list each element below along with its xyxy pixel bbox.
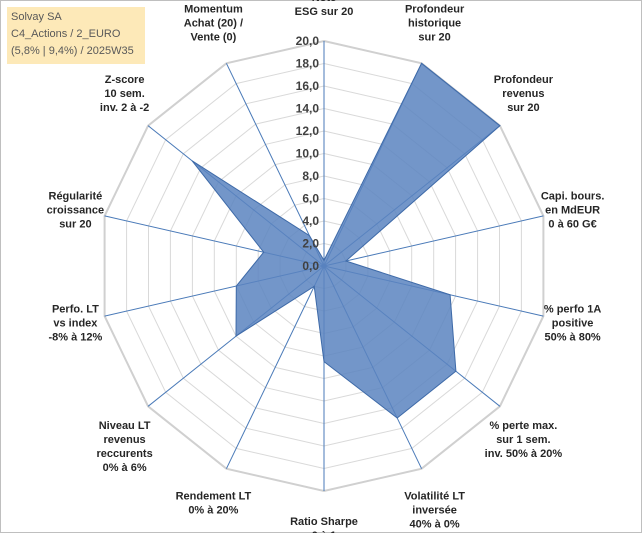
tick-label: 6,0	[302, 192, 319, 206]
category-label: Profondeur revenus sur 20	[494, 74, 554, 114]
axis-line	[225, 63, 325, 267]
category-label: % perte max. sur 1 sem. inv. 50% à 20%	[485, 420, 563, 460]
category-label: Ratio Sharpe0 à 1	[290, 516, 358, 533]
tick-label: 2,0	[302, 237, 319, 251]
tick-label: 10,0	[296, 147, 320, 161]
category-label: Profondeur historique sur 20	[405, 3, 465, 43]
category-label: Volatilité LT inversée 40% à 0%	[404, 491, 465, 531]
tick-label: 14,0	[296, 102, 320, 116]
category-label: Capi. bours. en MdEUR 0 à 60 G€	[541, 190, 605, 230]
category-label: % perfo 1A positive 50% à 80%	[544, 304, 602, 344]
tick-label: 4,0	[302, 214, 319, 228]
category-label: Momentum Achat (20) / Vente (0)	[184, 3, 243, 43]
info-box: Solvay SA C4_Actions / 2_EURO (5,8% | 9,…	[7, 7, 145, 64]
data-area	[191, 62, 501, 419]
axis-line	[225, 265, 325, 469]
category-label: Régularité croissance sur 20	[47, 190, 104, 230]
info-performance: (5,8% | 9,4%) / 2025W35	[11, 45, 134, 57]
category-label: Rendement LT 0% à 20%	[176, 491, 252, 517]
axis-line	[323, 215, 544, 267]
category-label: Niveau LT revenus reccurents 0% à 6%	[96, 420, 152, 474]
tick-label: 18,0	[296, 57, 320, 71]
info-title: Solvay SA	[11, 11, 62, 23]
tick-labels: 0,0 2,0 4,0 6,0 8,0 10,0 12,0 14,0 16,0 18,0 20,0	[296, 34, 320, 273]
info-category: C4_Actions / 2_EURO	[11, 28, 121, 40]
tick-label: 8,0	[302, 169, 319, 183]
tick-label: 16,0	[296, 79, 320, 93]
category-label: Perfo. LT vs index -8% à 12%	[48, 304, 102, 344]
data-area-group	[191, 62, 501, 419]
tick-label: 12,0	[296, 124, 320, 138]
category-label: NoteESG sur 20	[295, 0, 354, 18]
tick-label: 0,0	[302, 259, 319, 273]
tick-label: 20,0	[296, 34, 320, 48]
category-label: Z-score 10 sem. inv. 2 à -2	[100, 74, 149, 114]
